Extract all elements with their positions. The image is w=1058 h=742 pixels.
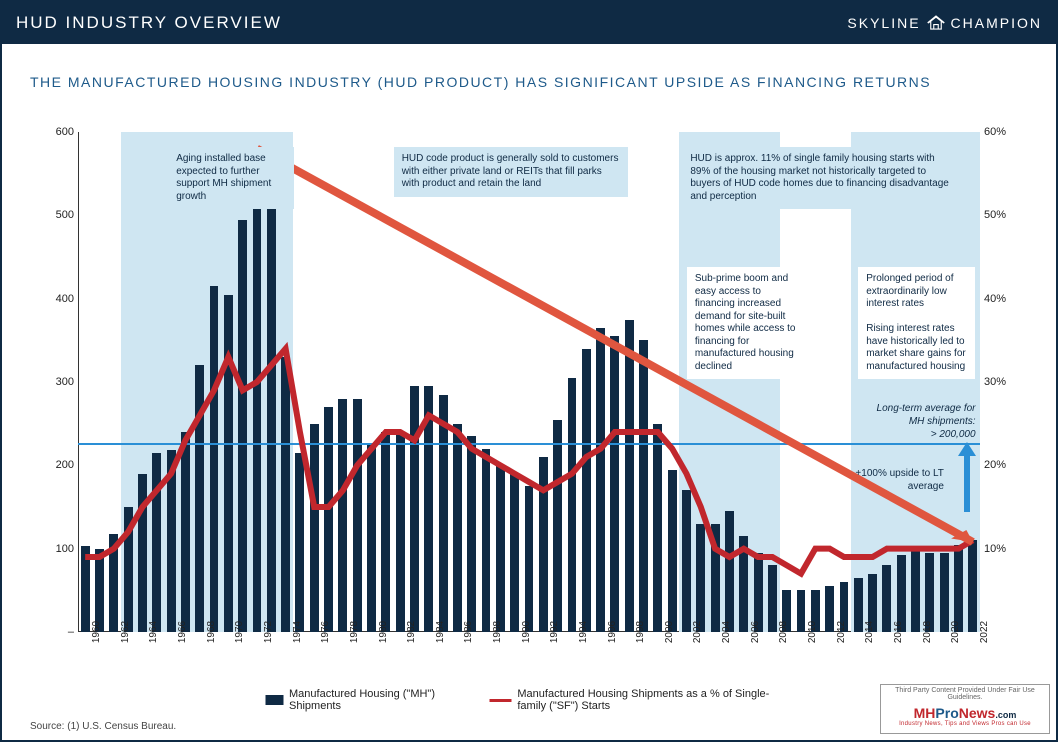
callout: HUD code product is generally sold to cu… [394, 147, 629, 197]
y-tick-right: 40% [984, 293, 1028, 305]
x-tick: 2014 [858, 621, 875, 643]
y-tick-left: 600 [30, 126, 74, 138]
x-tick: 2012 [830, 621, 847, 643]
upside-label: +100% upside to LT average [854, 467, 944, 493]
legend-item-bars: Manufactured Housing ("MH") Shipments [266, 688, 450, 712]
y-tick-left: 400 [30, 293, 74, 305]
x-tick: 1962 [114, 621, 131, 643]
pct-line [85, 349, 973, 574]
x-tick: 1966 [171, 621, 188, 643]
badge-tagline: Industry News, Tips and Views Pros can U… [883, 721, 1047, 727]
x-tick: 2002 [686, 621, 703, 643]
x-tick: 1986 [457, 621, 474, 643]
y-tick-right: 50% [984, 209, 1028, 221]
slide: HUD INDUSTRY OVERVIEW SKYLINE CHAMPION T… [0, 0, 1058, 742]
attribution-badge: Third Party Content Provided Under Fair … [880, 684, 1050, 734]
x-tick: 1984 [429, 621, 446, 643]
badge-top-text: Third Party Content Provided Under Fair … [883, 687, 1047, 701]
x-tick: 1988 [486, 621, 503, 643]
x-tick: 1974 [286, 621, 303, 643]
x-tick: 1964 [142, 621, 159, 643]
legend-swatch-line [489, 699, 511, 702]
x-tick: 2022 [973, 621, 990, 643]
x-tick: 2020 [944, 621, 961, 643]
badge-pro: Pro [935, 705, 958, 721]
x-tick: 2016 [887, 621, 904, 643]
x-tick: 1972 [257, 621, 274, 643]
y-tick-right: 10% [984, 543, 1028, 555]
callout: Aging installed base expected to further… [168, 147, 294, 209]
brand-text-left: SKYLINE [847, 15, 920, 31]
badge-logo: MHProNews.com [883, 705, 1047, 721]
brand-logo: SKYLINE CHAMPION [847, 14, 1042, 32]
callout: HUD is approx. 11% of single family hous… [682, 147, 962, 209]
legend: Manufactured Housing ("MH") Shipments Ma… [266, 688, 793, 712]
y-tick-left: 200 [30, 459, 74, 471]
x-axis: 1960196219641966196819701972197419761978… [78, 632, 980, 680]
callout: Sub-prime boom and easy access to financ… [687, 267, 804, 379]
x-tick: 2000 [658, 621, 675, 643]
upside-arrow-icon [958, 442, 976, 512]
x-tick: 1996 [601, 621, 618, 643]
x-tick: 1960 [85, 621, 102, 643]
y-axis-left: –100200300400500600 [30, 132, 74, 632]
lt-avg-label: Long-term average for MH shipments: > 20… [867, 402, 975, 441]
x-tick: 1976 [314, 621, 331, 643]
brand-text-right: CHAMPION [951, 15, 1042, 31]
y-tick-left: 300 [30, 376, 74, 388]
x-tick: 2004 [715, 621, 732, 643]
x-tick: 1998 [629, 621, 646, 643]
y-tick-right: 60% [984, 126, 1028, 138]
y-axis-right: 10%20%30%40%50%60% [984, 132, 1028, 632]
x-tick: 1970 [228, 621, 245, 643]
x-tick: 1982 [400, 621, 417, 643]
source-note: Source: (1) U.S. Census Bureau. [30, 721, 176, 732]
x-tick: 1994 [572, 621, 589, 643]
y-tick-right: 30% [984, 376, 1028, 388]
x-tick: 2006 [744, 621, 761, 643]
y-tick-left: – [30, 626, 74, 638]
x-tick: 1980 [372, 621, 389, 643]
x-tick: 1978 [343, 621, 360, 643]
house-icon [927, 14, 945, 32]
legend-swatch-bar [266, 695, 284, 705]
badge-mh: MH [914, 705, 936, 721]
x-tick: 2018 [916, 621, 933, 643]
callout: Prolonged period of extraordinarily low … [858, 267, 975, 379]
y-tick-left: 500 [30, 209, 74, 221]
badge-com: .com [995, 710, 1016, 720]
x-tick: 1992 [543, 621, 560, 643]
legend-label-bars: Manufactured Housing ("MH") Shipments [289, 688, 449, 712]
x-tick: 1990 [515, 621, 532, 643]
x-tick: 1968 [200, 621, 217, 643]
chart-container: –100200300400500600 10%20%30%40%50%60% A… [30, 132, 1028, 680]
legend-label-line: Manufactured Housing Shipments as a % of… [517, 688, 792, 712]
subtitle: THE MANUFACTURED HOUSING INDUSTRY (HUD P… [2, 44, 1056, 100]
page-title: HUD INDUSTRY OVERVIEW [16, 13, 282, 33]
chart: –100200300400500600 10%20%30%40%50%60% A… [30, 132, 1028, 680]
y-tick-right: 20% [984, 459, 1028, 471]
x-tick: 2010 [801, 621, 818, 643]
plot-area: Aging installed base expected to further… [78, 132, 980, 632]
x-tick: 2008 [772, 621, 789, 643]
legend-item-line: Manufactured Housing Shipments as a % of… [489, 688, 792, 712]
y-tick-left: 100 [30, 543, 74, 555]
badge-news: News [959, 705, 996, 721]
header-bar: HUD INDUSTRY OVERVIEW SKYLINE CHAMPION [2, 2, 1056, 44]
